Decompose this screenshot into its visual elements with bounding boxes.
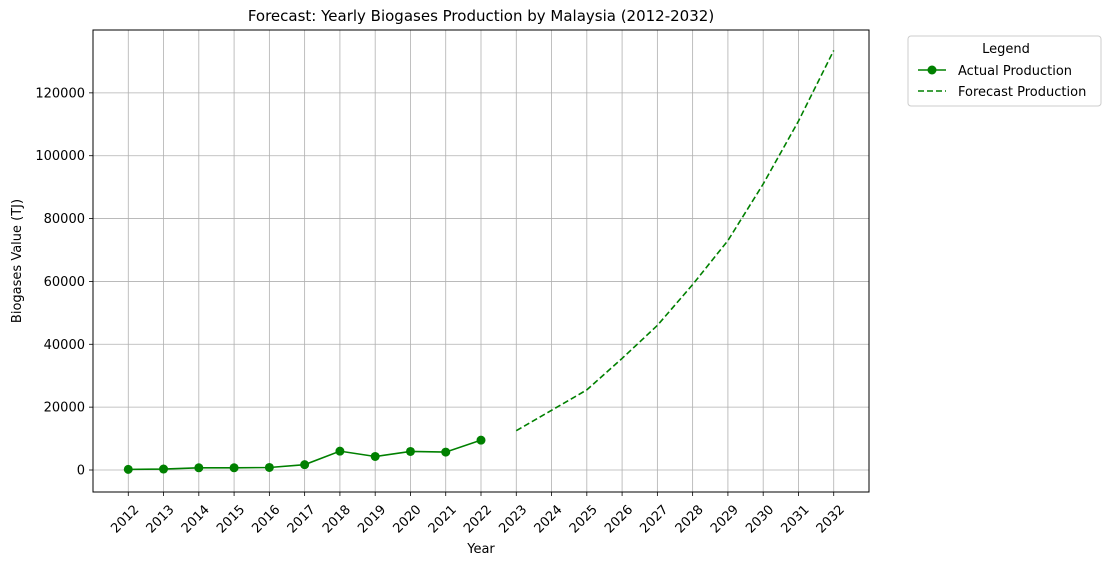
x-tick-label: 2027 — [637, 502, 671, 536]
y-tick-label: 0 — [77, 464, 85, 479]
x-tick-label: 2017 — [285, 502, 319, 536]
x-tick-label: 2014 — [179, 502, 213, 536]
y-tick-label: 20000 — [44, 401, 85, 416]
plot-area — [123, 50, 835, 474]
x-tick-label: 2031 — [778, 502, 812, 536]
data-point-actual — [123, 464, 133, 474]
data-point-actual — [194, 463, 204, 473]
x-tick-label: 2016 — [249, 502, 283, 536]
y-tick-label: 100000 — [35, 149, 85, 164]
legend-actual-marker — [927, 65, 937, 75]
data-point-actual — [229, 463, 239, 473]
x-tick-label: 2029 — [708, 502, 742, 536]
chart-title: Forecast: Yearly Biogases Production by … — [248, 7, 714, 25]
x-tick-label: 2018 — [320, 502, 354, 536]
x-tick-label: 2021 — [426, 502, 460, 536]
legend-actual-label: Actual Production — [958, 64, 1072, 79]
x-axis: 2012 2013 2014 2015 2016 2017 2018 2019 2020 2021… — [108, 492, 848, 536]
data-point-actual — [370, 451, 380, 461]
x-tick-label: 2025 — [567, 502, 601, 536]
x-tick-label: 2023 — [496, 502, 530, 536]
x-tick-label: 2026 — [602, 502, 636, 536]
x-axis-label: Year — [466, 542, 495, 557]
grid — [93, 30, 869, 492]
x-tick-label: 2019 — [355, 502, 389, 536]
series-line-forecast — [515, 50, 835, 432]
legend-forecast-label: Forecast Production — [958, 85, 1086, 100]
x-tick-label: 2028 — [673, 502, 707, 536]
legend-title: Legend — [982, 42, 1030, 57]
legend: Legend Actual Production Forecast Produc… — [907, 35, 1102, 107]
x-tick-label: 2024 — [532, 502, 566, 536]
y-tick-label: 80000 — [44, 212, 85, 227]
data-point-actual — [264, 462, 274, 472]
y-tick-label: 40000 — [44, 338, 85, 353]
legend-box — [907, 35, 1102, 107]
x-tick-label: 2020 — [390, 502, 424, 536]
x-tick-label: 2022 — [461, 502, 495, 536]
y-axis-label: Biogases Value (TJ) — [10, 199, 25, 323]
x-tick-label: 2030 — [743, 502, 777, 536]
data-point-actual — [405, 446, 415, 456]
x-tick-label: 2013 — [144, 502, 178, 536]
x-tick-label: 2032 — [814, 502, 848, 536]
data-point-actual — [335, 446, 345, 456]
y-tick-label: 120000 — [35, 86, 85, 101]
y-tick-label: 60000 — [44, 275, 85, 290]
y-axis: 0 20000 40000 60000 80000 100000 120000 — [35, 86, 93, 479]
x-tick-label: 2012 — [108, 502, 142, 536]
x-tick-label: 2015 — [214, 502, 248, 536]
data-point-actual — [441, 447, 451, 457]
data-point-actual — [159, 464, 169, 474]
data-point-actual — [300, 460, 310, 470]
data-point-actual — [476, 435, 486, 445]
